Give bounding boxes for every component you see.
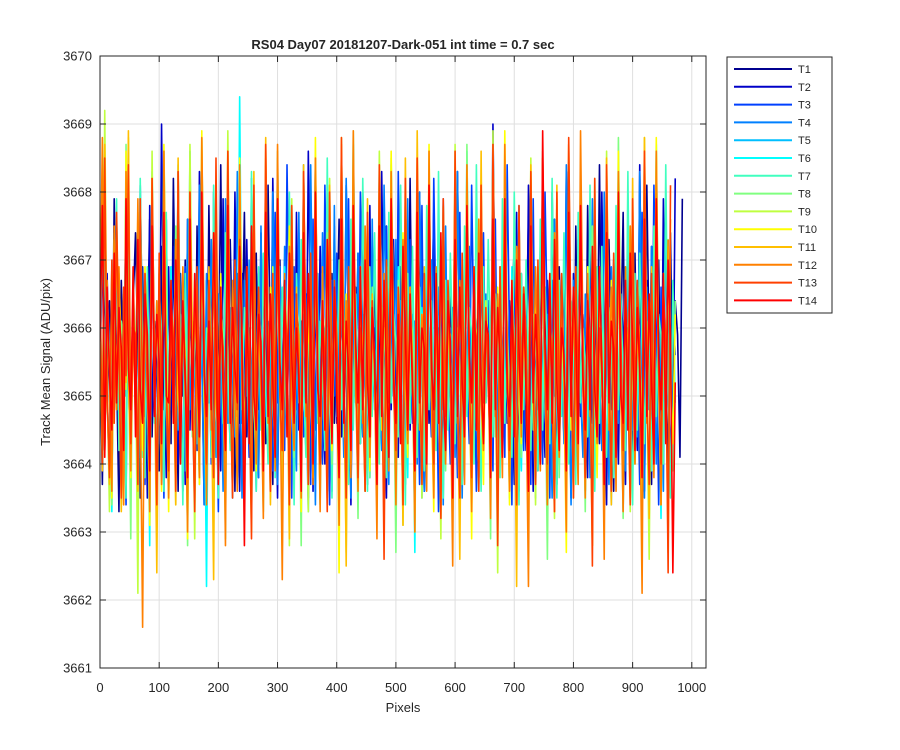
chart-title: RS04 Day07 20181207-Dark-051 int time = … (251, 37, 554, 52)
legend: T1 T2 T3 T4 T5 T6 T7 T8 T9 T10 T11 T12 T13 T14 (726, 56, 833, 314)
x-tick-label: 1000 (677, 680, 706, 695)
legend-label-t10: T10 (798, 224, 817, 236)
legend-label-t11: T11 (798, 242, 816, 254)
y-tick-label: 3670 (63, 49, 92, 64)
legend-label-t9: T9 (798, 206, 811, 218)
y-tick-label: 3668 (63, 185, 92, 200)
axis-ticks: 0 100 200 300 400 500 600 700 800 900 1000 3661 3662… (63, 49, 706, 696)
x-tick-label: 0 (96, 680, 103, 695)
series-line-t14 (100, 130, 677, 574)
x-tick-label: 900 (622, 680, 644, 695)
x-tick-label: 400 (326, 680, 348, 695)
series-line-t13 (100, 136, 672, 574)
y-tick-label: 3667 (63, 253, 92, 268)
legend-label-t2: T2 (798, 82, 811, 94)
legend-label-t5: T5 (798, 135, 811, 147)
y-tick-label: 3663 (63, 525, 92, 540)
y-tick-label: 3665 (63, 389, 92, 404)
series-layer (100, 96, 684, 629)
legend-label-t14: T14 (798, 295, 817, 307)
legend-label-t12: T12 (798, 260, 817, 272)
y-tick-label: 3669 (63, 117, 92, 132)
x-tick-label: 700 (503, 680, 525, 695)
legend-label-t8: T8 (798, 189, 811, 201)
legend-label-t6: T6 (798, 153, 811, 165)
x-tick-label: 300 (267, 680, 289, 695)
series-group (100, 96, 684, 629)
x-tick-label: 200 (208, 680, 230, 695)
x-axis-label: Pixels (386, 700, 421, 715)
y-tick-label: 3664 (63, 457, 92, 472)
legend-label-t1: T1 (798, 64, 811, 76)
y-tick-label: 3661 (63, 661, 92, 676)
legend-box (726, 56, 833, 314)
legend-label-t4: T4 (798, 117, 811, 129)
x-tick-label: 600 (444, 680, 466, 695)
axes-box (99, 55, 707, 669)
legend-label-t7: T7 (798, 171, 811, 183)
x-tick-label: 100 (148, 680, 170, 695)
y-tick-label: 3666 (63, 321, 92, 336)
y-tick-label: 3662 (63, 593, 92, 608)
legend-label-t3: T3 (798, 100, 811, 112)
y-axis-label: Track Mean Signal (ADU/pix) (38, 278, 53, 446)
legend-label-t13: T13 (798, 278, 817, 290)
x-tick-label: 800 (563, 680, 585, 695)
x-tick-label: 500 (385, 680, 407, 695)
